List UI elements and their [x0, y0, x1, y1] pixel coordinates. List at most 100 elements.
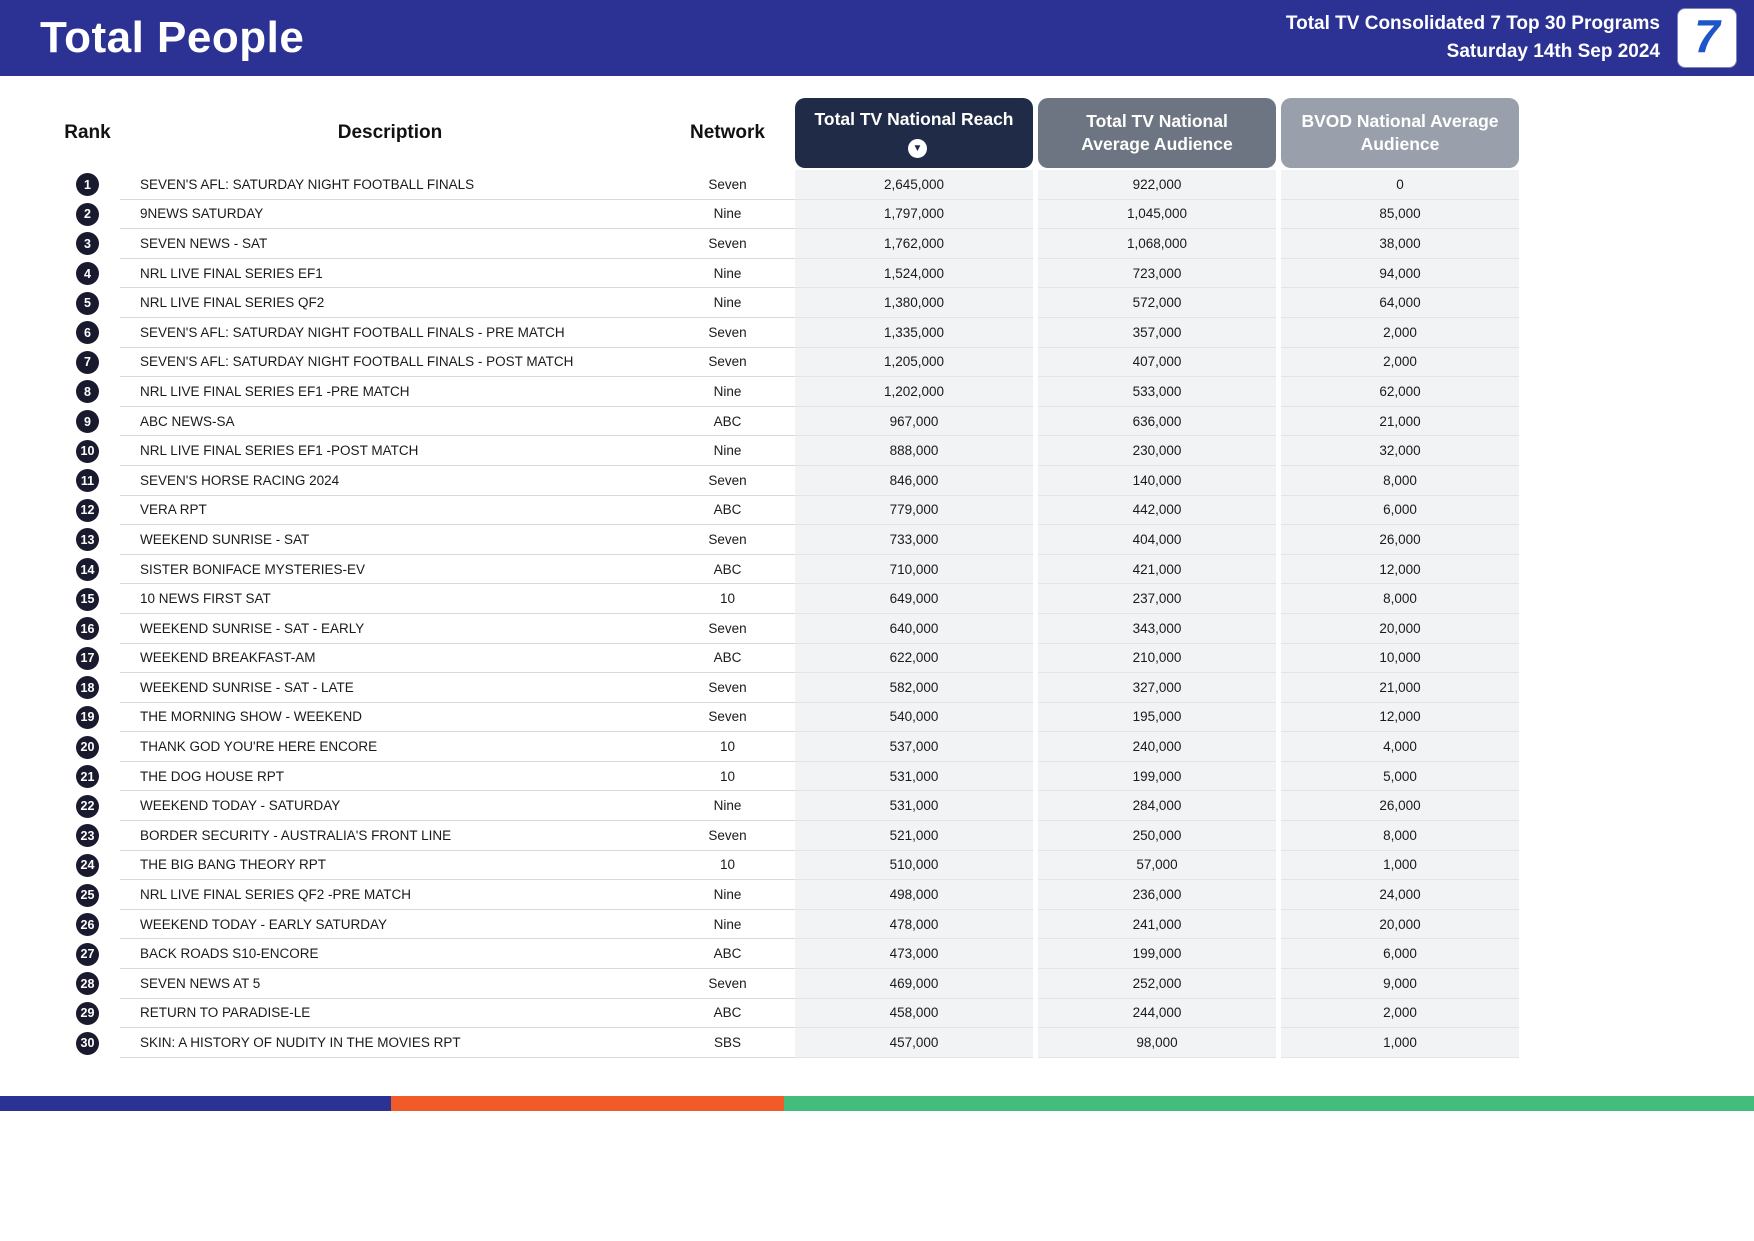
rank-badge: 8: [76, 380, 99, 404]
program-network: Seven: [660, 318, 795, 348]
program-description: BORDER SECURITY - AUSTRALIA'S FRONT LINE: [120, 821, 660, 851]
column-header-bvod-national-average-audience[interactable]: BVOD National Average Audience: [1281, 98, 1519, 168]
table-row: 8 NRL LIVE FINAL SERIES EF1 -PRE MATCH N…: [55, 377, 1754, 407]
table-row: 30 SKIN: A HISTORY OF NUDITY IN THE MOVI…: [55, 1028, 1754, 1058]
column-header-rank: Rank: [64, 122, 111, 143]
bvod-audience-value: 21,000: [1281, 673, 1519, 703]
rank-cell: 16: [55, 614, 120, 644]
rank-cell: 27: [55, 939, 120, 969]
reach-value: 1,335,000: [795, 317, 1033, 348]
bvod-audience-value: 26,000: [1281, 525, 1519, 555]
reach-value: 473,000: [795, 939, 1033, 970]
bvod-audience-value: 2,000: [1281, 998, 1519, 1029]
report-date: Saturday 14th Sep 2024: [1446, 41, 1660, 62]
program-description: THANK GOD YOU'RE HERE ENCORE: [120, 732, 660, 762]
program-description: WEEKEND SUNRISE - SAT - EARLY: [120, 614, 660, 644]
reach-value: 478,000: [795, 909, 1033, 940]
program-description: WEEKEND TODAY - SATURDAY: [120, 791, 660, 822]
table-row: 16 WEEKEND SUNRISE - SAT - EARLY Seven 6…: [55, 613, 1754, 644]
bvod-audience-value: 12,000: [1281, 702, 1519, 733]
avg-audience-value: 407,000: [1038, 347, 1276, 378]
rank-badge: 23: [76, 824, 99, 848]
program-network: 10: [660, 851, 795, 881]
program-description: SEVEN'S AFL: SATURDAY NIGHT FOOTBALL FIN…: [120, 170, 660, 200]
reach-value: 710,000: [795, 554, 1033, 585]
report-subtitle: Total TV Consolidated 7 Top 30 Programs …: [1286, 10, 1660, 65]
reach-value: 733,000: [795, 525, 1033, 555]
header-bar: Total People Total TV Consolidated 7 Top…: [0, 0, 1754, 76]
program-network: ABC: [660, 407, 795, 437]
bvod-audience-value: 8,000: [1281, 584, 1519, 614]
table-row: 22 WEEKEND TODAY - SATURDAY Nine 531,000…: [55, 791, 1754, 822]
program-description: NRL LIVE FINAL SERIES EF1 -PRE MATCH: [120, 377, 660, 407]
program-network: Nine: [660, 791, 795, 822]
bvod-audience-value: 1,000: [1281, 1028, 1519, 1058]
program-network: Seven: [660, 969, 795, 999]
rank-badge: 27: [76, 942, 99, 966]
program-description: SEVEN'S AFL: SATURDAY NIGHT FOOTBALL FIN…: [120, 348, 660, 378]
program-description: WEEKEND SUNRISE - SAT: [120, 525, 660, 555]
bvod-header-label: BVOD National Average Audience: [1301, 111, 1499, 154]
program-network: Seven: [660, 229, 795, 259]
bvod-audience-value: 2,000: [1281, 317, 1519, 348]
reach-value: 1,380,000: [795, 288, 1033, 318]
rank-badge: 17: [76, 646, 99, 670]
rank-badge: 21: [76, 765, 99, 789]
bvod-audience-value: 2,000: [1281, 347, 1519, 378]
column-header-network: Network: [690, 122, 765, 143]
avg-audience-value: 421,000: [1038, 554, 1276, 585]
reach-value: 510,000: [795, 850, 1033, 881]
avg-audience-value: 442,000: [1038, 495, 1276, 526]
avg-audience-value: 210,000: [1038, 643, 1276, 674]
reach-value: 469,000: [795, 969, 1033, 999]
reach-value: 1,205,000: [795, 347, 1033, 378]
avg-audience-value: 230,000: [1038, 436, 1276, 466]
seven-network-logo: 7: [1678, 9, 1736, 67]
column-header-total-tv-national-reach[interactable]: Total TV National Reach ▼: [795, 98, 1033, 168]
rank-badge: 3: [76, 232, 99, 256]
avg-audience-value: 284,000: [1038, 791, 1276, 822]
avg-audience-value: 199,000: [1038, 761, 1276, 792]
program-description: SEVEN NEWS AT 5: [120, 969, 660, 999]
rank-cell: 23: [55, 821, 120, 851]
bvod-audience-value: 8,000: [1281, 465, 1519, 496]
rank-badge: 30: [76, 1031, 99, 1055]
table-row: 27 BACK ROADS S10-ENCORE ABC 473,000 199…: [55, 939, 1754, 970]
footer-strip-segment: [0, 1096, 392, 1111]
rank-badge: 13: [76, 528, 99, 552]
column-header-total-tv-national-average-audience[interactable]: Total TV National Average Audience: [1038, 98, 1276, 168]
program-network: Nine: [660, 910, 795, 940]
program-network: SBS: [660, 1028, 795, 1058]
rank-badge: 28: [76, 972, 99, 996]
footer-strip-segment: [784, 1096, 1754, 1111]
table-row: 3 SEVEN NEWS - SAT Seven 1,762,000 1,068…: [55, 229, 1754, 259]
bvod-audience-value: 21,000: [1281, 406, 1519, 437]
program-description: THE BIG BANG THEORY RPT: [120, 851, 660, 881]
rank-cell: 10: [55, 436, 120, 466]
table-row: 14 SISTER BONIFACE MYSTERIES-EV ABC 710,…: [55, 554, 1754, 585]
program-network: Seven: [660, 614, 795, 644]
reach-value: 1,524,000: [795, 258, 1033, 289]
bvod-audience-value: 4,000: [1281, 732, 1519, 762]
table-row: 25 NRL LIVE FINAL SERIES QF2 -PRE MATCH …: [55, 880, 1754, 910]
rank-badge: 24: [76, 853, 99, 877]
avg-audience-value: 723,000: [1038, 258, 1276, 289]
program-network: ABC: [660, 939, 795, 970]
avg-audience-value: 404,000: [1038, 525, 1276, 555]
footer-color-strip: [0, 1096, 1754, 1111]
program-network: ABC: [660, 644, 795, 674]
reach-value: 531,000: [795, 761, 1033, 792]
rank-cell: 7: [55, 348, 120, 378]
program-network: 10: [660, 762, 795, 792]
sort-descending-icon: ▼: [908, 139, 927, 159]
column-header-description: Description: [337, 122, 443, 143]
bvod-audience-value: 6,000: [1281, 939, 1519, 970]
rank-cell: 21: [55, 762, 120, 792]
program-description: NRL LIVE FINAL SERIES QF2: [120, 288, 660, 318]
rank-badge: 4: [76, 262, 99, 286]
avg-audience-value: 98,000: [1038, 1028, 1276, 1058]
reach-value: 457,000: [795, 1028, 1033, 1058]
avg-audience-value: 240,000: [1038, 732, 1276, 762]
rank-cell: 3: [55, 229, 120, 259]
avg-audience-value: 252,000: [1038, 969, 1276, 999]
